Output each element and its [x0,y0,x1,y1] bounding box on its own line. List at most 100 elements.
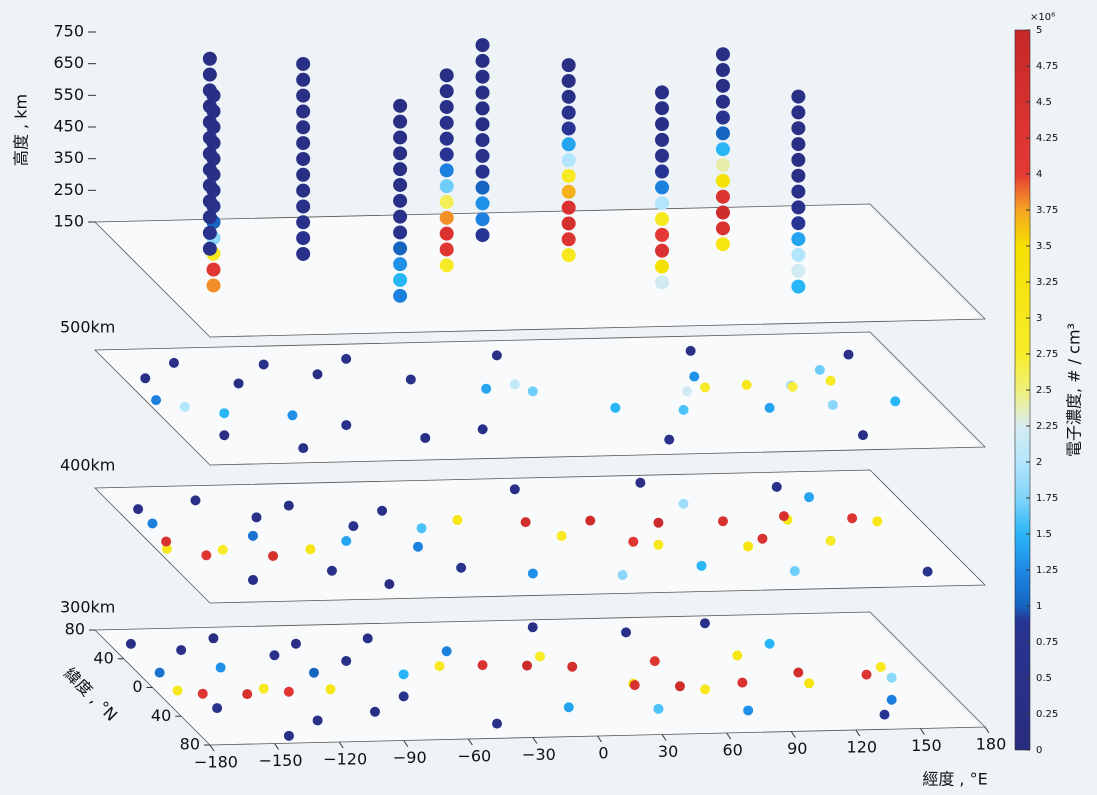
density-point [686,346,696,356]
profile-point [716,79,730,93]
y-tick-label: 80 [65,620,85,639]
density-point [528,622,538,632]
profile-point [296,120,310,134]
profile-point [476,117,490,131]
density-point [363,633,373,643]
profile-point [440,116,454,130]
profile-point [203,178,217,192]
density-point [435,661,445,671]
profile-point [476,70,490,84]
density-point [828,400,838,410]
profile-point [393,178,407,192]
density-point [248,531,258,541]
density-point [804,678,814,688]
x-tick [468,739,472,745]
profile-point [393,289,407,303]
profile-point [440,227,454,241]
colorbar-tick-label: 1.25 [1036,565,1058,576]
colorbar-tick-label: 3.5 [1036,241,1052,252]
x-tick-label: 120 [847,738,878,757]
density-point [700,618,710,628]
density-point [790,566,800,576]
density-point [219,430,229,440]
profile-point [562,185,576,199]
map-plane [95,612,985,745]
layer-label: 400km [60,456,115,475]
profile-point [393,273,407,287]
map-plane [95,470,985,603]
density-point [305,544,315,554]
density-point [697,561,707,571]
density-point [678,499,688,509]
density-point [675,681,685,691]
profile-point [393,257,407,271]
chart: 高度 , km 經度 , °E 緯度 , °N 電子濃度, # / cm³ ×1… [0,0,1097,795]
profile-point [393,130,407,144]
colorbar-tick-label: 4.75 [1036,61,1058,72]
profile-point [476,86,490,100]
planes [95,204,985,745]
density-point [618,570,628,580]
density-point [348,521,358,531]
density-point [765,639,775,649]
colorbar-tick-label: 1 [1036,601,1042,612]
x-tick-label: 0 [598,744,608,763]
density-point [557,531,567,541]
profile-point [393,115,407,129]
z-tick-label: 450 [53,117,84,136]
x-tick-label: 180 [976,735,1007,754]
y-tick-label: 0 [132,677,142,696]
profile-point [440,100,454,114]
z-tick-label: 650 [53,53,84,72]
profile-point [203,52,217,66]
profile-point [791,264,805,278]
profile-point [562,121,576,135]
profile-point [296,215,310,229]
density-point [341,354,351,364]
profile-point [203,163,217,177]
profile-point [562,137,576,151]
y-tick-label: 40 [151,706,171,725]
density-point [478,660,488,670]
x-tick-label: −90 [393,748,427,767]
profile-point [476,165,490,179]
profile-point [296,231,310,245]
profile-point [716,126,730,140]
x-tick-label: −180 [194,753,238,772]
profile-point [203,99,217,113]
density-point [510,379,520,389]
profile-point [655,212,669,226]
colorbar-tick-label: 0.75 [1036,637,1058,648]
density-point [268,551,278,561]
density-point [826,536,836,546]
profile-point [655,244,669,258]
density-point [180,402,190,412]
density-point [890,396,900,406]
density-point [313,369,323,379]
profile-point [716,158,730,172]
density-point [737,678,747,688]
density-point [201,550,211,560]
profile-point [476,196,490,210]
density-point [610,403,620,413]
y-tick-label: 40 [93,648,113,667]
profile-point [655,260,669,274]
profile-point [393,241,407,255]
colorbar-tick-label: 3.75 [1036,205,1058,216]
density-point [628,537,638,547]
profile-point [791,232,805,246]
density-point [133,504,143,514]
density-point [653,540,663,550]
profile-point [393,225,407,239]
profile-point [791,137,805,151]
z-tick-label: 550 [53,85,84,104]
x-tick-label: −60 [457,747,491,766]
density-point [208,633,218,643]
density-point [743,705,753,715]
colorbar-tick-label: 3 [1036,313,1042,324]
density-point [298,443,308,453]
colorbar-tick-label: 0 [1036,745,1042,756]
z-tick-label: 250 [53,180,84,199]
density-point [887,673,897,683]
density-point [718,516,728,526]
